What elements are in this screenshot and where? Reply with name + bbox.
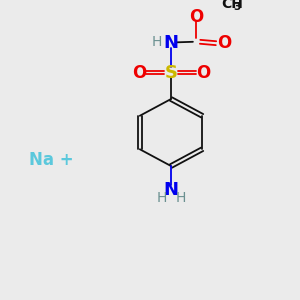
Text: H: H (156, 191, 167, 205)
Text: H: H (152, 35, 162, 49)
Text: N: N (164, 181, 178, 199)
Text: N: N (164, 34, 178, 52)
Text: S: S (164, 64, 178, 82)
Text: O: O (217, 34, 231, 52)
Text: 3: 3 (233, 2, 241, 12)
Text: H: H (176, 191, 186, 205)
Text: O: O (189, 8, 204, 26)
Text: O: O (196, 64, 210, 82)
Text: Na +: Na + (29, 152, 73, 169)
Text: O: O (132, 64, 146, 82)
Text: CH: CH (221, 0, 243, 11)
